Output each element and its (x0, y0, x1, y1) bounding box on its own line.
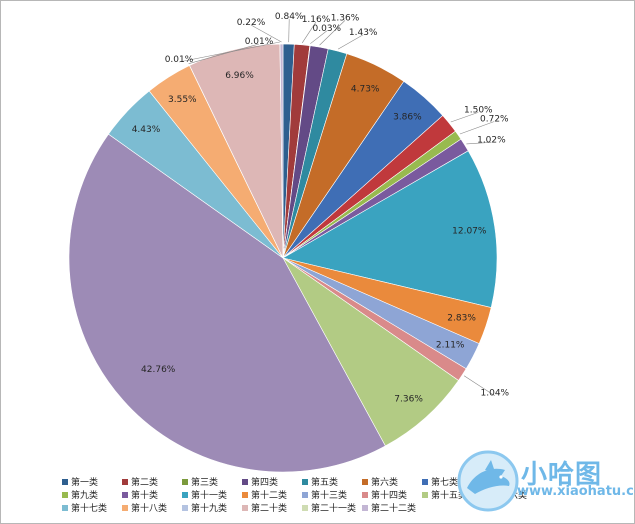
shark-logo-icon (457, 450, 519, 512)
leader-line (301, 21, 317, 44)
data-label: 3.55% (168, 95, 197, 105)
leader-line (450, 112, 479, 123)
data-label: 42.76% (141, 365, 176, 375)
pie-slices (68, 43, 498, 473)
leader-line (310, 30, 327, 44)
legend-swatch (362, 479, 368, 485)
watermark: 小哈图 www.xiaohatu.com (453, 448, 635, 520)
data-labels: 0.84%1.16%0.03%1.36% 1.43% 4.73% 3.86% 1.50%… (132, 12, 510, 404)
data-label: 1.36% (331, 13, 360, 23)
data-label: 1.02% (477, 135, 506, 145)
legend-label: 第四类 (251, 476, 278, 488)
data-label: 0.84% (275, 12, 304, 22)
watermark-title: 小哈图 (521, 460, 603, 490)
legend-label: 第十四类 (371, 489, 407, 501)
legend-swatch (62, 492, 68, 498)
legend-label: 第十二类 (251, 489, 287, 501)
data-label: 0.01% (165, 55, 194, 65)
legend-swatch (302, 505, 308, 511)
data-label: 1.16% (302, 15, 331, 25)
legend-swatch (62, 479, 68, 485)
legend-label: 第十一类 (191, 489, 227, 501)
legend-swatch (122, 492, 128, 498)
legend-swatch (302, 479, 308, 485)
legend-swatch (242, 492, 248, 498)
legend-label: 第十类 (131, 489, 158, 501)
data-label: 0.22% (237, 18, 266, 28)
legend-label: 第十九类 (191, 502, 227, 514)
legend-label: 第一类 (71, 476, 98, 488)
legend-swatch (122, 479, 128, 485)
legend-label: 第二十一类 (311, 502, 356, 514)
legend-label: 第三类 (191, 476, 218, 488)
legend-swatch (242, 505, 248, 511)
legend-label: 第二类 (131, 476, 158, 488)
data-label: 1.50% (464, 105, 493, 115)
legend-swatch (182, 479, 188, 485)
pie-slice (282, 257, 459, 447)
data-label: 1.43% (349, 28, 378, 38)
legend-label: 第十七类 (71, 502, 107, 514)
legend-swatch (182, 492, 188, 498)
legend-swatch (302, 492, 308, 498)
data-label: 12.07% (452, 227, 487, 237)
legend-swatch (362, 505, 368, 511)
watermark-url: www.xiaohatu.com (517, 484, 635, 499)
legend-swatch (422, 492, 428, 498)
legend-label: 第十三类 (311, 489, 347, 501)
data-label: 2.11% (436, 341, 465, 351)
leader-line (337, 34, 364, 50)
legend-label: 第六类 (371, 476, 398, 488)
legend-label: 第七类 (431, 476, 458, 488)
data-label: 0.03% (313, 24, 342, 34)
legend-swatch (362, 492, 368, 498)
legend-swatch (182, 505, 188, 511)
legend-swatch (242, 479, 248, 485)
legend-label: 第十八类 (131, 502, 167, 514)
leader-line (188, 43, 260, 64)
data-label: 6.96% (225, 71, 254, 81)
data-label: 0.72% (480, 115, 509, 125)
pie-slice (279, 43, 284, 259)
legend-swatch (62, 505, 68, 511)
leader-line (250, 24, 282, 43)
legend-label: 第二十类 (251, 502, 287, 514)
leader-line (288, 19, 290, 43)
legend-label: 第九类 (71, 489, 98, 501)
data-label: 0.01% (245, 37, 274, 47)
pie-slice (282, 150, 498, 308)
leader-line (178, 41, 280, 63)
data-label: 7.36% (394, 394, 423, 404)
legend-swatch (422, 479, 428, 485)
leader-line (463, 375, 495, 396)
legend-label: 第十五类 (431, 489, 467, 501)
legend-label: 第五类 (311, 476, 338, 488)
data-label: 4.43% (132, 125, 161, 135)
leader-line (319, 20, 346, 46)
leader-lines (178, 19, 495, 396)
legend-swatch (122, 505, 128, 511)
pie-slice (68, 133, 386, 473)
legend-label: 第二十二类 (371, 502, 416, 514)
data-label: 2.83% (447, 314, 476, 324)
data-label: 1.04% (481, 389, 510, 399)
leader-line (466, 142, 492, 145)
data-label: 3.86% (393, 113, 422, 123)
leader-line (459, 121, 495, 135)
data-label: 4.73% (351, 85, 380, 95)
